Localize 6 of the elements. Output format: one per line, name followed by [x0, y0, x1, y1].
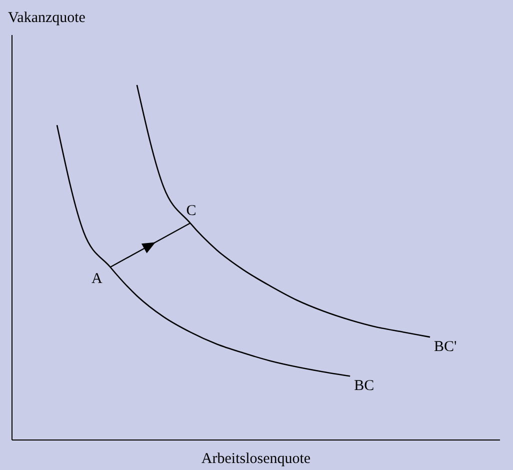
series-label: BC' — [434, 339, 458, 356]
y-axis-title: Vakanzquote — [8, 10, 86, 26]
x-axis-title: Arbeitslosenquote — [201, 451, 311, 467]
annotation: A — [91, 271, 102, 288]
series-label: BC — [354, 378, 374, 394]
annotation: C — [186, 203, 196, 220]
